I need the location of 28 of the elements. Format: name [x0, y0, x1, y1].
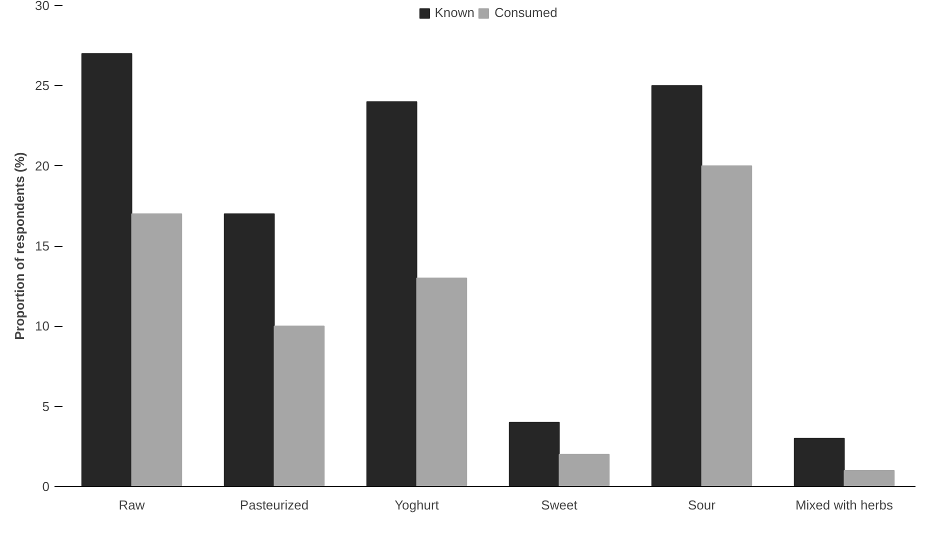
x-tick-label: Sweet [541, 498, 578, 512]
x-tick-label: Pasteurized [240, 498, 309, 512]
bar [81, 53, 132, 486]
bar [651, 85, 702, 486]
bar [558, 454, 610, 486]
bar [224, 213, 275, 486]
x-tick-label: Yoghurt [394, 498, 440, 512]
bar [508, 422, 560, 486]
x-tick-label: Sour [688, 498, 716, 512]
legend-label: Consumed [494, 5, 558, 20]
y-tick-label: 25 [35, 78, 50, 94]
bar [794, 438, 845, 486]
y-tick-label: 5 [42, 398, 50, 414]
y-tick-label: 30 [35, 0, 50, 13]
y-tick-label: 0 [42, 479, 50, 494]
bar [366, 101, 418, 486]
legend-label: Known [434, 5, 474, 20]
bar [416, 278, 468, 486]
y-tick-label: 10 [35, 318, 50, 334]
x-tick-label: Raw [118, 498, 146, 512]
bar [274, 326, 325, 486]
y-tick-label: 15 [35, 238, 50, 254]
bar [844, 470, 895, 486]
y-axis-title: Proportion of respondents (%) [12, 152, 28, 340]
x-tick-label: Mixed with herbs [795, 498, 894, 512]
bar [131, 213, 182, 486]
y-tick-label: 20 [35, 158, 50, 174]
bar [701, 165, 752, 486]
